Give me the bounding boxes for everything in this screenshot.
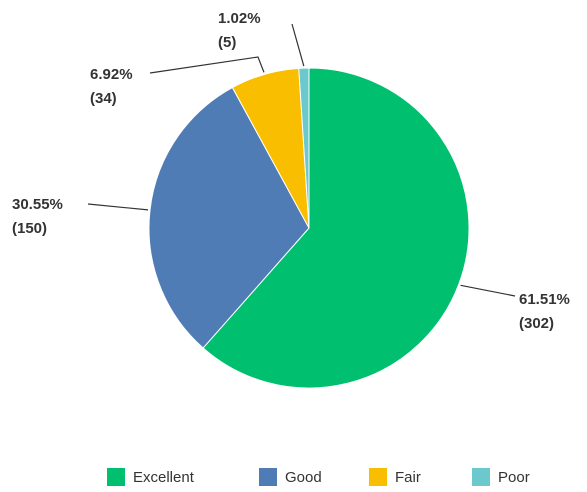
percentage-label: 1.02% <box>218 10 261 27</box>
legend-swatch <box>107 468 125 486</box>
pie-slice <box>148 86 310 349</box>
leader-line <box>460 284 516 297</box>
leader-line <box>149 56 265 74</box>
value-label: (34) <box>90 90 117 107</box>
percentage-label: 61.51% <box>519 291 570 308</box>
value-label: (5) <box>218 34 236 51</box>
legend-label: Fair <box>395 469 421 486</box>
legend-swatch <box>472 468 490 486</box>
pie-slice <box>202 67 470 389</box>
leader-line <box>87 203 149 211</box>
percentage-label: 6.92% <box>90 66 133 83</box>
legend-label: Poor <box>498 469 530 486</box>
value-label: (302) <box>519 315 554 332</box>
legend-label: Good <box>285 469 322 486</box>
legend-swatch <box>259 468 277 486</box>
value-label: (150) <box>12 220 47 237</box>
percentage-label: 30.55% <box>12 196 63 213</box>
pie-slice <box>298 67 310 229</box>
legend-swatch <box>369 468 387 486</box>
leader-line <box>291 23 305 67</box>
legend-label: Excellent <box>133 469 195 486</box>
